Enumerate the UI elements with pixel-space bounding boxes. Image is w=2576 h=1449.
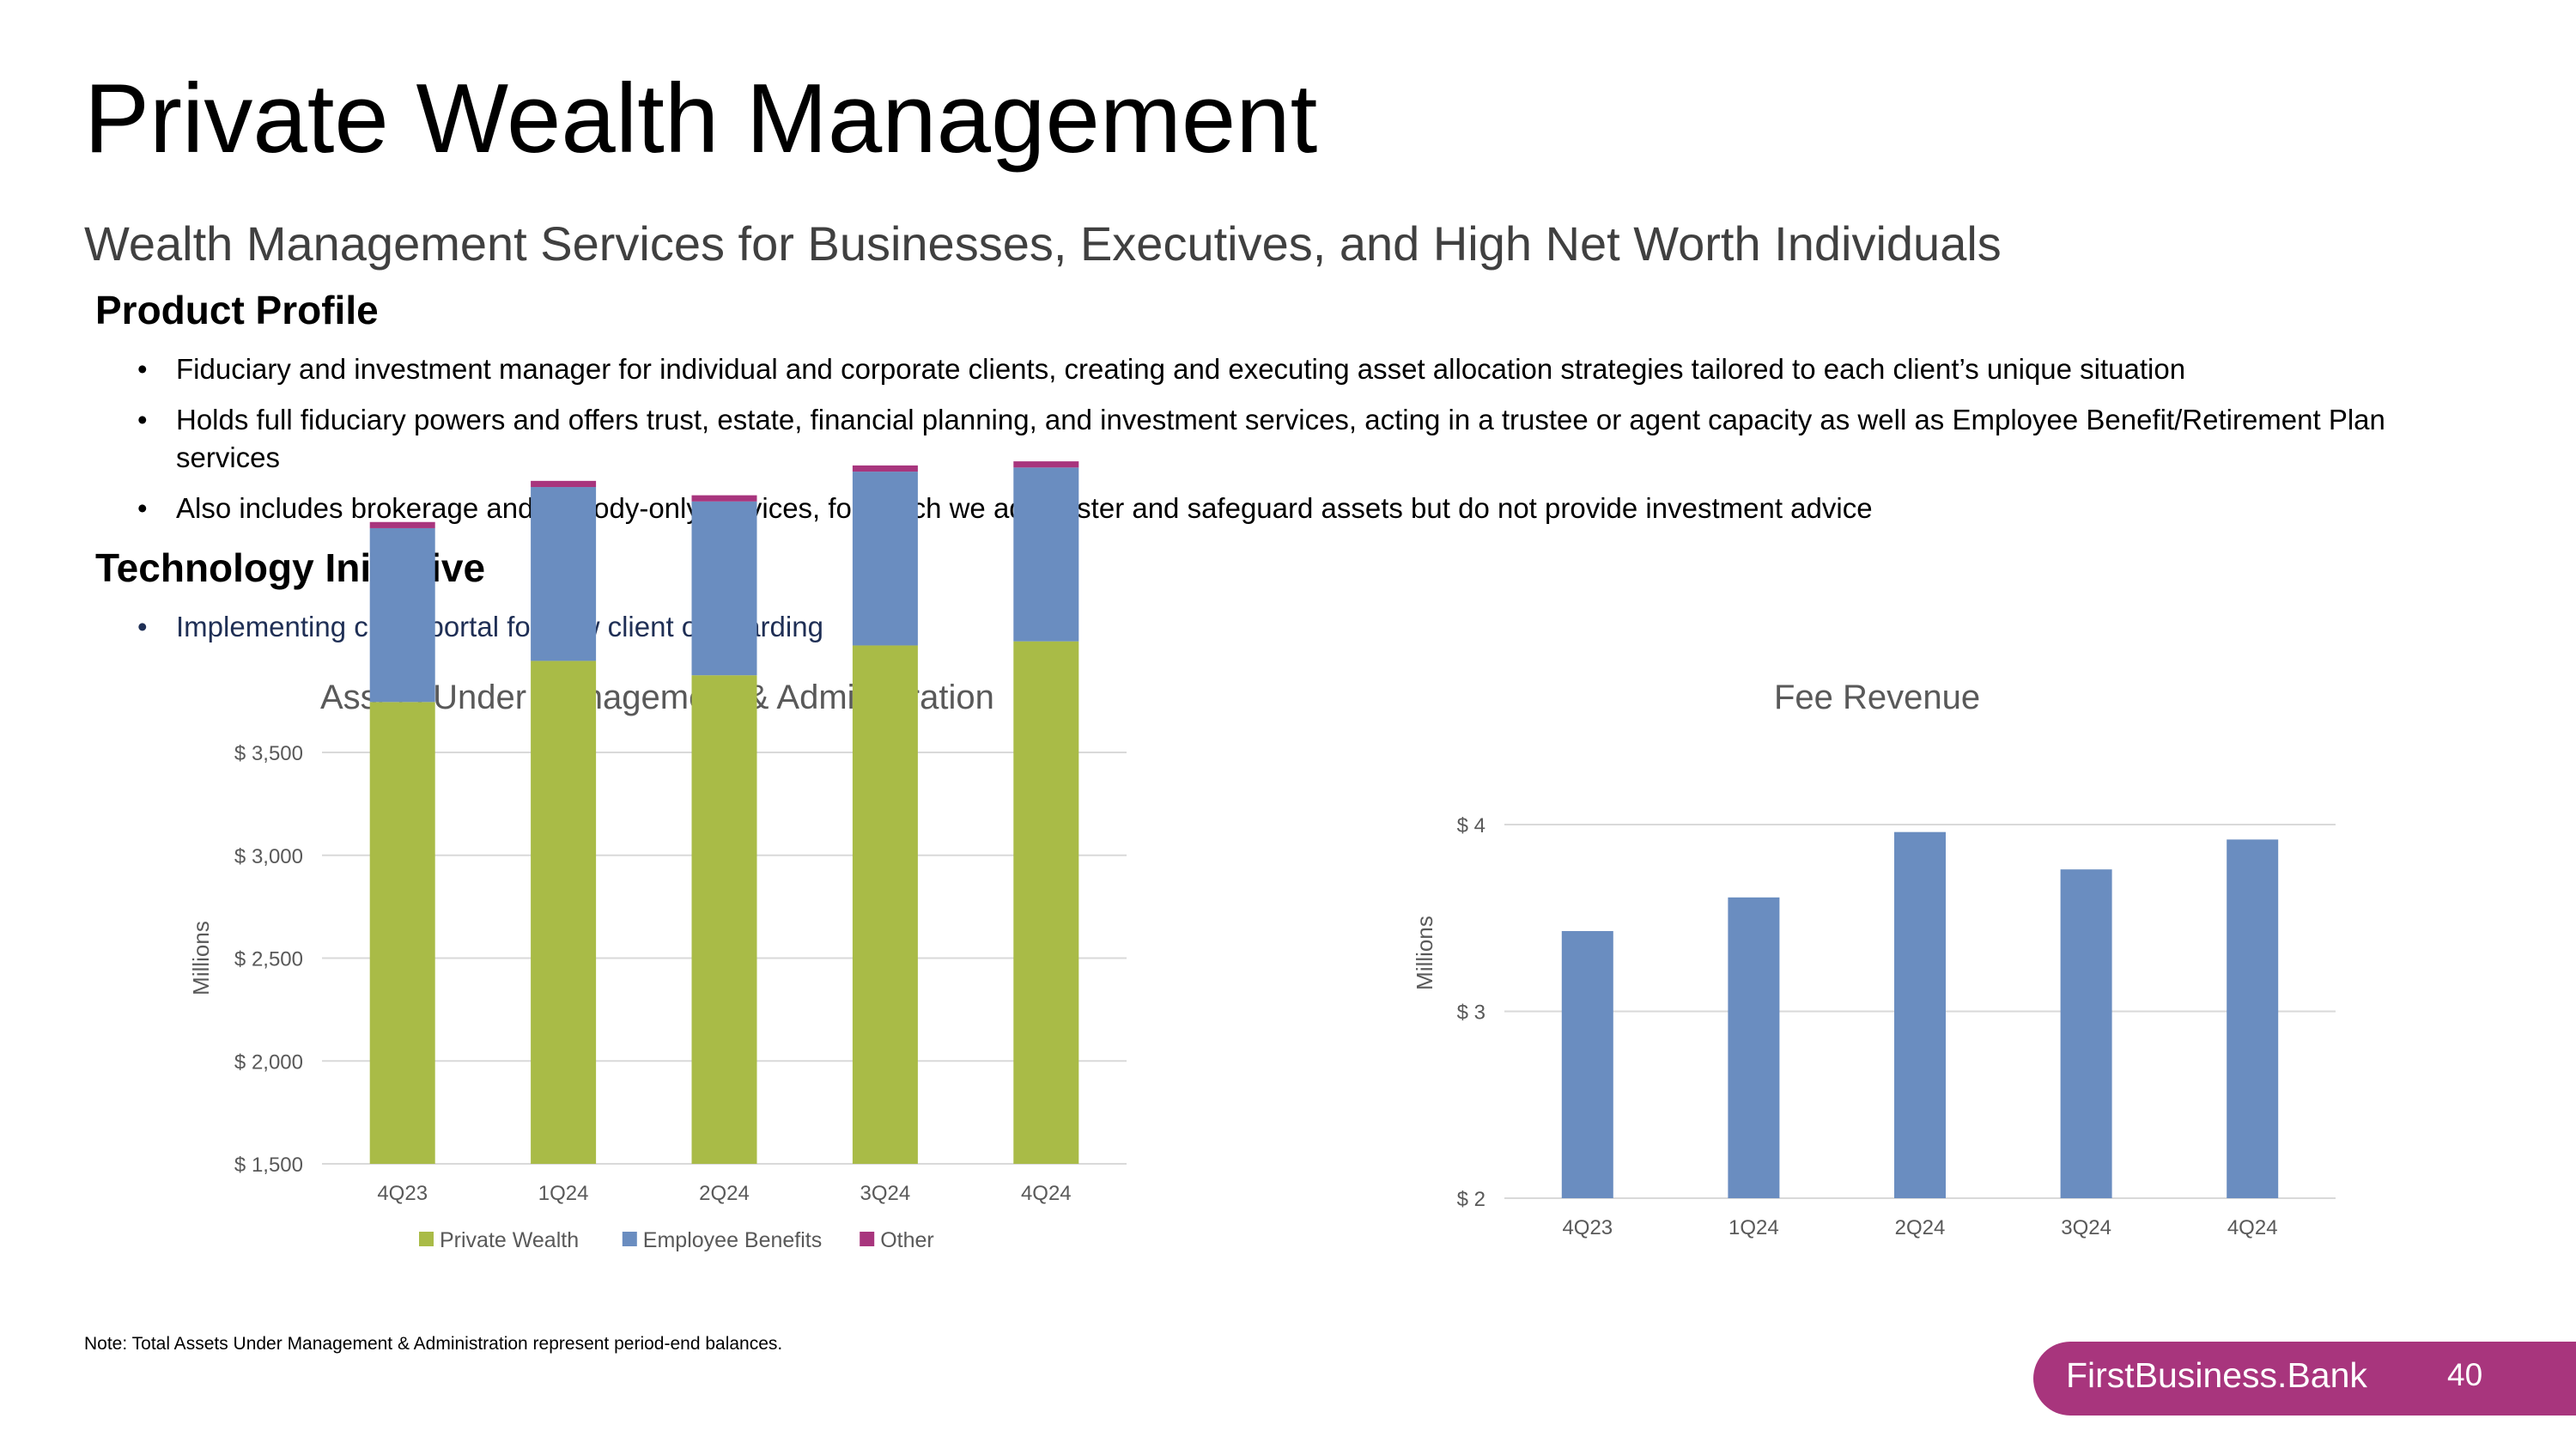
fee-y-axis-label: Millions <box>1412 916 1437 990</box>
product-profile-bullet: • Fiduciary and investment manager for i… <box>137 350 2456 388</box>
fee-bar <box>1728 897 1780 1198</box>
fee-y-tick-label: $ 4 <box>1457 814 1485 837</box>
aum-y-tick-label: $ 3,500 <box>234 742 303 765</box>
aum-legend-swatch <box>622 1232 637 1246</box>
fee-bar <box>1561 930 1613 1198</box>
fee-y-tick-label: $ 2 <box>1457 1188 1485 1211</box>
aum-bar-other <box>852 465 918 472</box>
aum-y-axis-label: Millions <box>188 921 214 995</box>
product-profile-bullet: • Holds full fiduciary powers and offers… <box>137 401 2456 477</box>
aum-bar-other <box>691 495 757 502</box>
aum-x-tick-label: 2Q24 <box>699 1182 750 1205</box>
bullet-text: Fiduciary and investment manager for ind… <box>176 353 2186 385</box>
fee-bar <box>2060 869 2112 1198</box>
page-subtitle: Wealth Management Services for Businesse… <box>84 216 2002 271</box>
bullet-text: Holds full fiduciary powers and offers t… <box>176 404 2385 473</box>
aum-y-tick-label: $ 2,500 <box>234 948 303 971</box>
aum-bar-employee-benefits <box>852 472 918 646</box>
aum-y-tick-label: $ 1,500 <box>234 1154 303 1177</box>
aum-bar-private-wealth <box>691 675 757 1164</box>
aum-bar-private-wealth <box>852 645 918 1164</box>
aum-bar-other <box>1013 461 1079 468</box>
fee-x-tick-label: 1Q24 <box>1728 1216 1779 1239</box>
aum-bar-other <box>531 480 597 488</box>
bullet-dot: • <box>137 404 148 435</box>
fee-x-tick-label: 3Q24 <box>2061 1216 2111 1239</box>
aum-legend-label: Employee Benefits <box>643 1228 822 1252</box>
footnote: Note: Total Assets Under Management & Ad… <box>84 1334 783 1354</box>
fee-y-tick-label: $ 3 <box>1457 1002 1485 1025</box>
bullet-dot: • <box>137 492 148 524</box>
bullet-dot: • <box>137 611 148 642</box>
aum-bar-private-wealth <box>1013 641 1079 1164</box>
fee-chart-title: Fee Revenue <box>1774 679 1981 716</box>
fee-x-tick-label: 4Q23 <box>1562 1216 1613 1239</box>
fee-bar <box>1894 831 1946 1198</box>
aum-legend-label: Other <box>880 1228 934 1252</box>
aum-legend-swatch <box>419 1232 434 1246</box>
brand-logo-text: FirstBusiness.Bank <box>2066 1355 2367 1395</box>
aum-bar-employee-benefits <box>531 487 597 661</box>
aum-bar-other <box>369 521 435 528</box>
aum-y-tick-label: $ 3,000 <box>234 845 303 868</box>
fee-x-tick-label: 4Q24 <box>2227 1216 2278 1239</box>
bullet-dot: • <box>137 353 148 385</box>
aum-x-tick-label: 3Q24 <box>860 1182 911 1205</box>
footer-brand-bar <box>2033 1342 2576 1416</box>
aum-bar-private-wealth <box>369 702 435 1164</box>
fee-bar <box>2227 839 2279 1198</box>
product-profile-heading: Product Profile <box>95 288 379 332</box>
page-title: Private Wealth Management <box>84 64 1318 174</box>
aum-legend-label: Private Wealth <box>440 1228 579 1252</box>
aum-bar-employee-benefits <box>691 501 757 676</box>
aum-bar-employee-benefits <box>1013 467 1079 642</box>
page-number: 40 <box>2447 1357 2483 1392</box>
fee-x-tick-label: 2Q24 <box>1895 1216 1946 1239</box>
aum-x-tick-label: 4Q24 <box>1021 1182 1072 1205</box>
aum-x-tick-label: 1Q24 <box>538 1182 589 1205</box>
aum-y-tick-label: $ 2,000 <box>234 1050 303 1074</box>
aum-bar-employee-benefits <box>369 527 435 703</box>
aum-bar-private-wealth <box>531 661 597 1164</box>
aum-x-tick-label: 4Q23 <box>377 1182 428 1205</box>
aum-legend-swatch <box>860 1232 875 1246</box>
